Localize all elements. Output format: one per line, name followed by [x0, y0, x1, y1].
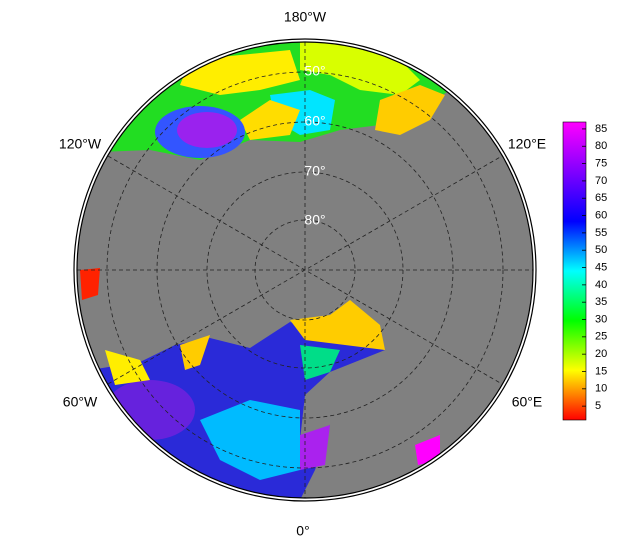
colorbar-tick-label: 60: [595, 209, 607, 221]
colorbar-tick-label: 15: [595, 365, 607, 377]
colorbar-tick-label: 45: [595, 261, 607, 273]
ocean-patch: [80, 268, 100, 300]
ocean-patch: [415, 435, 440, 465]
graticule: [77, 42, 533, 498]
colorbar-tick-label: 25: [595, 331, 607, 343]
ocean-patch: [290, 300, 385, 350]
ocean-patch: [177, 112, 237, 148]
map-disk: [77, 42, 533, 498]
colorbar-tick-label: 65: [595, 192, 607, 204]
lat-label: 50°: [304, 63, 325, 79]
lat-label: 80°: [304, 212, 325, 228]
ocean-patch: [105, 350, 150, 385]
colorbar-tick-label: 40: [595, 279, 607, 291]
colorbar-tick-label: 10: [595, 383, 607, 395]
colorbar-tick-label: 55: [595, 227, 607, 239]
lat-label: 60°: [304, 113, 325, 129]
ocean-patch: [105, 380, 195, 440]
lon-label: 180°W: [284, 9, 327, 25]
colorbar-tick-label: 75: [595, 157, 607, 169]
colorbar-tick-label: 20: [595, 348, 607, 360]
colorbar-tick-label: 80: [595, 140, 607, 152]
lon-label: 120°W: [59, 136, 102, 152]
map-border: [76, 41, 534, 499]
ocean-patch: [300, 425, 330, 470]
ocean-patch: [200, 400, 300, 480]
lon-label: 60°W: [63, 394, 98, 410]
ocean-patch: [300, 42, 420, 95]
colorbar-tick-label: 30: [595, 313, 607, 325]
map-border: [73, 38, 537, 502]
lon-label: 120°E: [508, 136, 546, 152]
colorbar-tick-label: 50: [595, 244, 607, 256]
colorbar-tick-label: 85: [595, 123, 607, 135]
lon-label: 0°: [296, 523, 309, 539]
colorbar-tick-label: 5: [595, 400, 601, 412]
colorbar: [562, 121, 587, 421]
lat-label: 70°: [304, 163, 325, 179]
colorbar-tick-label: 70: [595, 175, 607, 187]
ocean-patch: [300, 345, 340, 380]
ocean-patch: [240, 100, 300, 140]
ocean-patch: [375, 85, 445, 135]
ocean-patch: [180, 335, 210, 370]
lon-label: 60°E: [512, 394, 543, 410]
colorbar-tick-label: 35: [595, 296, 607, 308]
